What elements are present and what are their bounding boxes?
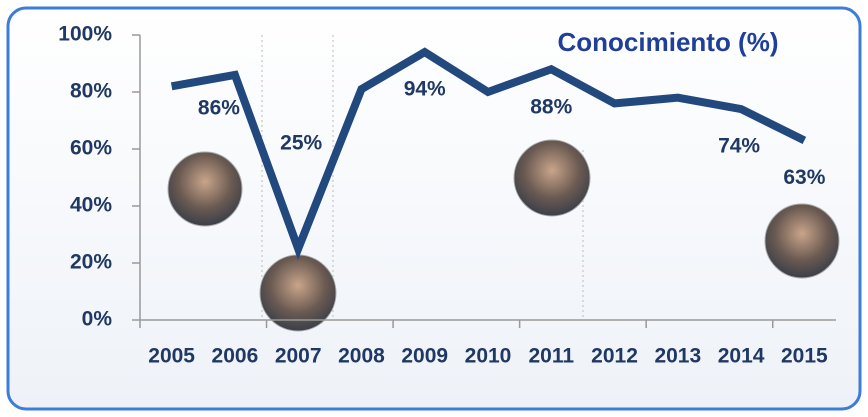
x-tick-label: 2012 [591,345,638,368]
data-label: 86% [198,96,240,119]
data-label: 94% [404,78,446,101]
series-line [170,47,807,261]
x-tick-label: 2008 [338,345,385,368]
x-tick-label: 2010 [465,345,512,368]
portrait [167,151,243,227]
y-tick-label: 20% [70,251,112,274]
y-tick-label: 60% [70,137,112,160]
x-tick-label: 2006 [212,345,259,368]
portrait [513,139,591,217]
x-tick-label: 2014 [718,345,765,368]
y-tick-label: 80% [70,80,112,103]
portrait [764,203,840,279]
x-tick-label: 2015 [781,345,828,368]
portraits [167,139,840,332]
y-tick-label: 40% [70,194,112,217]
x-tick-label: 2005 [148,345,195,368]
data-label: 74% [718,135,760,158]
x-tick-label: 2013 [654,345,701,368]
data-label: 88% [530,96,572,119]
x-tick-label: 2011 [528,345,574,368]
y-tick-label: 100% [58,23,112,46]
x-tick-label: 2007 [275,345,322,368]
y-tick-label: 0% [82,308,113,331]
frame [6,6,862,411]
x-tick-label: 2009 [401,345,448,368]
data-label: 63% [783,166,825,189]
chart-title: Conocimiento (%) [558,27,779,57]
data-label: 25% [280,131,322,154]
